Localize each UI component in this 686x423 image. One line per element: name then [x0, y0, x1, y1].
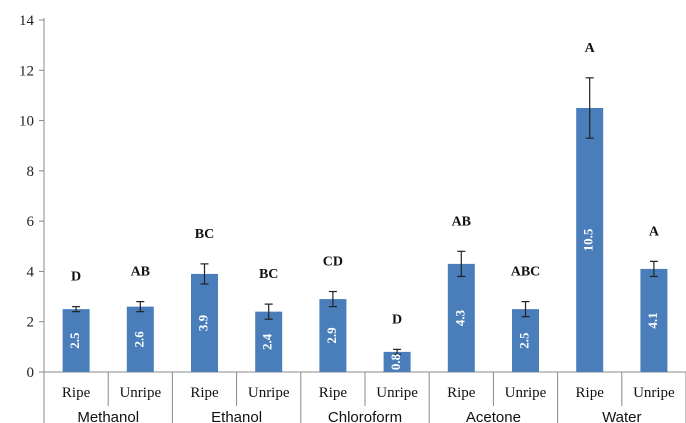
bar — [512, 309, 539, 372]
data-label: 10.5 — [581, 228, 596, 251]
x-axis-groups: Methanol Ethanol Chloroform Acetone Water — [77, 409, 641, 423]
x-tick-label: Unripe — [505, 385, 547, 401]
bar — [319, 299, 347, 372]
data-label: 2.9 — [324, 327, 339, 344]
significance-label: BC — [195, 227, 214, 242]
y-tick-label: 2 — [27, 315, 35, 331]
x-tick-label: Ripe — [190, 385, 219, 401]
bar-labels: 2.5 D 2.6 AB 3.9 BC 2.4 BC 2.9 CD 0.8 D 4.3 AB 2.5 ABC 1… — [67, 41, 660, 370]
data-label: 2.5 — [516, 332, 531, 349]
significance-label: ABC — [511, 265, 541, 280]
significance-label: D — [71, 270, 81, 285]
x-tick-label: Ripe — [447, 385, 476, 401]
bar — [640, 268, 668, 372]
y-tick-label: 4 — [27, 264, 35, 280]
y-tick-label: 0 — [27, 365, 35, 381]
x-axis-categories: Ripe Unripe Ripe Unripe Ripe Unripe Ripe Unripe… — [62, 385, 675, 401]
significance-label: D — [392, 312, 402, 327]
data-label: 4.3 — [452, 309, 467, 326]
data-label: 2.5 — [67, 332, 82, 349]
significance-label: AB — [452, 214, 471, 229]
x-tick-label: Unripe — [376, 385, 418, 401]
data-label: 2.4 — [260, 333, 275, 350]
x-group-label: Methanol — [77, 409, 139, 423]
x-group-label: Ethanol — [211, 409, 262, 423]
x-group-label: Chloroform — [328, 409, 402, 423]
x-tick-label: Ripe — [319, 385, 348, 401]
significance-label: A — [585, 41, 596, 56]
bar — [126, 306, 154, 372]
x-tick-label: Ripe — [62, 385, 91, 401]
y-tick-label: 6 — [27, 214, 35, 230]
y-tick-label: 8 — [27, 164, 35, 180]
x-tick-label: Unripe — [119, 385, 161, 401]
x-tick-label: Unripe — [633, 385, 675, 401]
significance-label: CD — [323, 255, 343, 270]
bar — [191, 273, 218, 372]
bar — [62, 309, 90, 372]
significance-label: BC — [259, 267, 278, 282]
significance-label: A — [649, 224, 660, 239]
data-label: 2.6 — [131, 331, 146, 348]
bar — [576, 108, 604, 372]
y-tick-label: 10 — [19, 114, 34, 130]
x-tick-label: Unripe — [248, 385, 290, 401]
bar — [255, 311, 283, 372]
significance-label: AB — [131, 265, 150, 280]
x-group-label: Water — [602, 409, 641, 423]
x-group-label: Acetone — [466, 409, 521, 423]
y-tick-label: 14 — [19, 13, 35, 29]
y-axis-ticks: 0 2 4 6 8 10 12 14 — [19, 13, 44, 381]
error-bars — [72, 77, 658, 355]
y-tick-label: 12 — [19, 63, 34, 79]
data-label: 3.9 — [195, 314, 210, 331]
bar — [383, 351, 411, 372]
bar — [447, 263, 475, 372]
bars — [62, 108, 668, 372]
data-label: 4.1 — [645, 312, 660, 328]
x-tick-label: Ripe — [576, 385, 605, 401]
data-label: 0.8 — [388, 353, 403, 370]
